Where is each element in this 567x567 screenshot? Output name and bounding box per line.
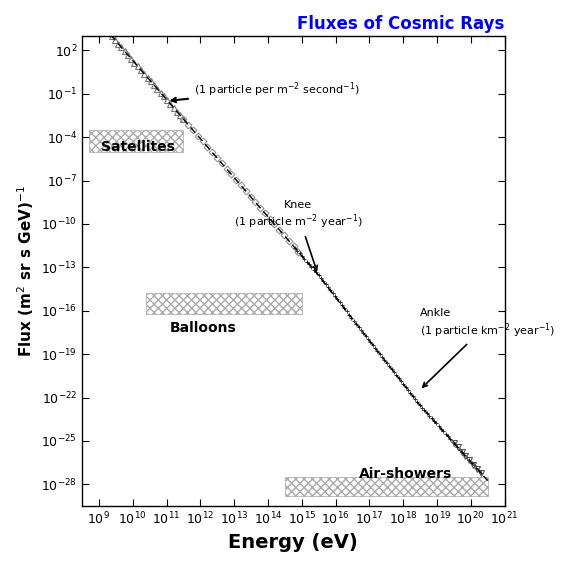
Text: Fluxes of Cosmic Rays: Fluxes of Cosmic Rays xyxy=(297,15,505,33)
Text: Air-showers: Air-showers xyxy=(359,467,452,481)
Text: Balloons: Balloons xyxy=(170,321,236,335)
Bar xyxy=(285,477,488,496)
Text: (1 particle per m$^{-2}$ second$^{-1}$): (1 particle per m$^{-2}$ second$^{-1}$) xyxy=(172,80,359,102)
Bar xyxy=(146,293,302,314)
Text: Satellites: Satellites xyxy=(100,140,175,154)
Text: Knee
(1 particle m$^{-2}$ year$^{-1}$): Knee (1 particle m$^{-2}$ year$^{-1}$) xyxy=(234,200,363,270)
Bar xyxy=(89,130,184,151)
Text: Ankle
(1 particle km$^{-2}$ year$^{-1}$): Ankle (1 particle km$^{-2}$ year$^{-1}$) xyxy=(420,308,555,387)
X-axis label: Energy (eV): Energy (eV) xyxy=(229,533,358,552)
Y-axis label: Flux (m$^2$ sr s GeV)$^{-1}$: Flux (m$^2$ sr s GeV)$^{-1}$ xyxy=(15,185,36,357)
